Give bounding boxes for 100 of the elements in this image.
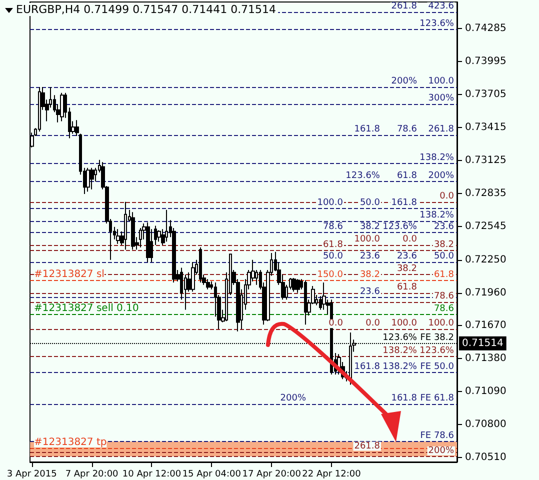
annotation: 38.2 — [434, 240, 454, 250]
candlestick — [75, 120, 79, 137]
annotation: 100.0 — [428, 76, 454, 87]
annotation: 200% — [428, 446, 454, 456]
annotation: 423.6 — [428, 2, 454, 12]
ref-line-label: #12313827 sell 0.10 — [34, 302, 139, 314]
x-tick-label: 10 Apr 12:00 — [122, 470, 182, 480]
annotation: 38.2 — [396, 264, 417, 274]
candlestick — [154, 225, 157, 246]
candlestick — [157, 230, 161, 242]
y-tick-label: 0.72835 — [465, 188, 506, 199]
annotation: FE 50.0 — [420, 362, 454, 372]
annotation: 23.6 — [360, 286, 380, 297]
annotation: 123.6% — [382, 222, 418, 232]
annotation: 138.2% — [382, 346, 418, 356]
candlestick — [165, 209, 168, 242]
annotation: 78.6 — [396, 124, 418, 134]
x-tick-label: 7 Apr 20:00 — [65, 470, 119, 480]
x-tick-label: 22 Apr 12:00 — [302, 470, 362, 480]
annotation: 200% — [428, 170, 454, 181]
annotation: 0.0 — [366, 318, 380, 329]
candlestick — [292, 278, 296, 292]
y-tick-label: 0.74285 — [465, 23, 506, 34]
annotation: 0.0 — [328, 318, 344, 329]
ref-line-label: #12313827 tp — [34, 436, 107, 448]
annotation: 100.0 — [391, 318, 418, 329]
candlestick — [322, 282, 326, 310]
candlestick — [146, 222, 150, 263]
annotation: 261.8 — [391, 2, 418, 12]
annotation: 161.8 — [354, 124, 380, 134]
annotation: 23.6 — [360, 252, 380, 262]
candlestick — [131, 212, 135, 250]
candlestick — [90, 167, 94, 190]
y-tick-label: 0.73415 — [465, 122, 506, 134]
annotation: 50.0 — [360, 198, 380, 208]
annotation: 23.6 — [396, 252, 418, 262]
candlestick — [191, 262, 195, 292]
candlestick — [86, 167, 90, 192]
y-tick-label: 0.71960 — [465, 287, 506, 298]
annotation: 78.6 — [322, 222, 344, 232]
annotation: 123.6% — [420, 18, 454, 29]
annotation: 100.0 — [354, 234, 380, 245]
y-tick-label: 0.71090 — [465, 386, 506, 398]
annotation: 61.8 — [396, 282, 418, 292]
ref-line-label: 0.71514 — [462, 338, 504, 349]
annotation: 0.0 — [440, 191, 454, 202]
annotation: 61.8 — [396, 170, 418, 181]
candlestick — [296, 278, 300, 294]
annotation: 61.8 — [322, 240, 344, 250]
annotation: 123.6% — [346, 170, 380, 181]
y-tick-label: 0.71380 — [465, 353, 506, 364]
ref-line-label: #12313827 sl — [34, 268, 104, 280]
y-tick-label: 0.70800 — [465, 419, 506, 430]
candlestick — [60, 92, 64, 122]
annotation: FE 38.2 — [420, 332, 454, 343]
y-tick-label: 0.73125 — [465, 154, 506, 166]
x-tick-label: 3 Apr 2015 — [6, 470, 57, 480]
annotation: 123.6% — [382, 332, 418, 343]
annotation: 50.0 — [434, 252, 454, 262]
annotation: 261.8 — [354, 441, 380, 452]
annotation: 123.6% — [420, 346, 454, 356]
y-tick-label: 0.73995 — [465, 56, 506, 68]
annotation: 50.0 — [322, 252, 344, 262]
annotation: FE 78.6 — [420, 431, 454, 442]
x-tick-label: 17 Apr 20:00 — [242, 470, 302, 480]
y-tick-label: 0.73705 — [465, 89, 506, 100]
annotation: 161.8 — [391, 394, 418, 404]
y-tick-label: 0.70510 — [465, 452, 506, 463]
candlestick — [304, 280, 307, 326]
chart-title: EURGBP,H4 0.71499 0.71547 0.71441 0.71514 — [16, 3, 276, 16]
annotation: 161.8 — [354, 362, 380, 372]
annotation: 138.2% — [420, 152, 454, 163]
annotation: FE 61.8 — [420, 394, 454, 404]
annotation: 23.6 — [434, 222, 454, 232]
y-tick-label: 0.72545 — [465, 220, 506, 232]
annotation: 261.8 — [428, 124, 454, 134]
annotation: 61.8 — [434, 270, 454, 280]
candlestick — [199, 246, 202, 284]
annotation: 138.2% — [420, 210, 454, 221]
annotation: 161.8 — [391, 198, 418, 208]
annotation: 0.0 — [402, 234, 418, 245]
annotation: 38.2 — [360, 270, 380, 280]
candlestick — [139, 228, 142, 248]
annotation: 150.0 — [317, 270, 344, 280]
annotation: 200% — [391, 76, 418, 87]
candlestick — [116, 228, 120, 244]
candlestick — [38, 86, 41, 132]
annotation: 38.2 — [360, 222, 380, 232]
annotation: 138.2% — [382, 362, 418, 372]
annotation: 300% — [428, 94, 454, 104]
annotation: 78.6 — [434, 291, 454, 302]
x-tick-label: 15 Apr 04:00 — [182, 470, 242, 480]
annotation: 78.6 — [434, 304, 454, 314]
annotation: 100.0 — [317, 198, 344, 208]
annotation: 200% — [280, 394, 306, 404]
annotation: 100.0 — [428, 318, 454, 329]
candlestick — [206, 278, 210, 290]
y-tick-label: 0.72250 — [465, 254, 506, 266]
candlestick — [124, 201, 127, 250]
y-tick-label: 0.71670 — [465, 320, 506, 332]
